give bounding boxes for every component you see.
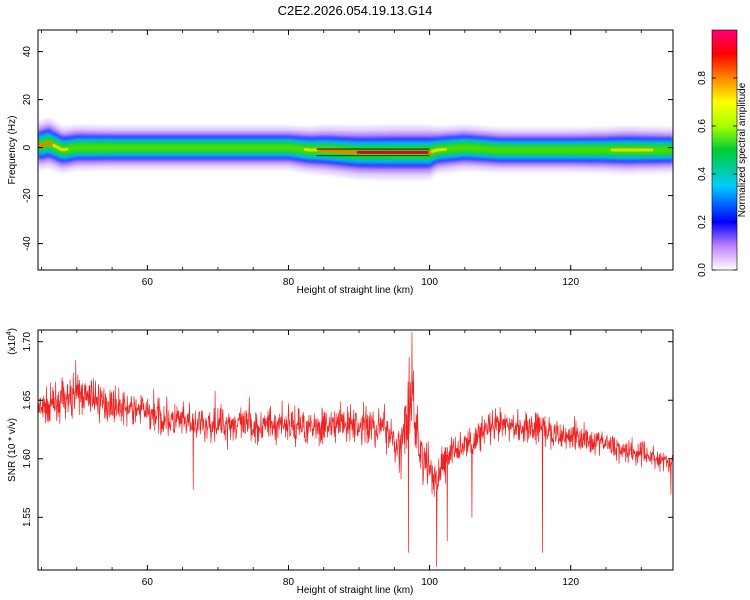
frequency-band <box>38 118 673 180</box>
spectrogram-y-ticks: 40 20 0 -20 -40 <box>22 46 673 251</box>
snr-scale-suffix: ) <box>7 328 18 331</box>
snr-y-tick-label: 1.55 <box>22 507 33 527</box>
snr-frame <box>37 329 674 571</box>
snr-panel: 60 80 100 120 1.70 1.65 1.60 1.55 Height of st… <box>6 328 674 596</box>
spectrogram-x-tick-label: 60 <box>142 277 154 288</box>
figure-title: C2E2.2026.054.19.13.G14 <box>278 3 433 18</box>
band-layer-5 <box>38 138 673 158</box>
spectrogram-y-tick-label: -20 <box>22 188 33 203</box>
colorbar-tick-label: 0.4 <box>697 167 708 181</box>
spectrogram-y-tick-label: 20 <box>22 94 33 106</box>
snr-x-axis-label: Height of straight line (km) <box>297 585 414 596</box>
spectrogram-y-tick-label: 0 <box>22 144 33 150</box>
spectrogram-x-axis-label: Height of straight line (km) <box>297 285 414 296</box>
colorbar-gradient <box>711 29 738 271</box>
snr-background <box>38 330 673 570</box>
spectrogram-x-tick-label: 120 <box>562 277 579 288</box>
snr-y-tick-label: 1.60 <box>22 449 33 469</box>
snr-x-tick-label: 80 <box>283 577 295 588</box>
colorbar: 0.0 0.2 0.4 0.6 0.8 Normalized spectral ampl… <box>697 29 748 277</box>
snr-scale-label: (x104) <box>6 328 18 355</box>
snr-y-ticks: 1.70 1.65 1.60 1.55 <box>22 332 673 527</box>
svg-text:(x104): (x104) <box>6 328 18 355</box>
snr-series-line <box>38 331 673 567</box>
spectrogram-x-tick-label: 100 <box>421 277 438 288</box>
spectrogram-y-tick-label: -40 <box>22 236 33 251</box>
snr-x-tick-label: 100 <box>421 577 438 588</box>
colorbar-ticks: 0.0 0.2 0.4 0.6 0.8 <box>697 71 737 277</box>
spectrogram-frame <box>37 29 674 271</box>
snr-y-tick-label: 1.65 <box>22 390 33 410</box>
snr-scale-prefix: (x10 <box>7 335 18 355</box>
snr-y-axis-label: SNR (10 * v/v) <box>7 418 18 482</box>
snr-x-tick-label: 120 <box>562 577 579 588</box>
colorbar-tick-label: 0.6 <box>697 119 708 133</box>
colorbar-label: Normalized spectral amplitude <box>737 82 748 217</box>
spectrogram-y-axis-label: Frequency (Hz) <box>7 116 18 185</box>
spectrogram-y-tick-label: 40 <box>22 46 33 58</box>
colorbar-tick-label: 0.0 <box>697 263 708 277</box>
snr-scale-exponent: 4 <box>6 331 13 335</box>
spectrogram-x-tick-label: 80 <box>283 277 295 288</box>
snr-y-tick-label: 1.70 <box>22 332 33 352</box>
colorbar-tick-label: 0.8 <box>697 71 708 85</box>
snr-x-tick-label: 60 <box>142 577 154 588</box>
spectrogram-panel: 60 80 100 120 40 20 0 -20 -40 Height of straigh… <box>7 29 674 296</box>
colorbar-tick-label: 0.2 <box>697 215 708 229</box>
